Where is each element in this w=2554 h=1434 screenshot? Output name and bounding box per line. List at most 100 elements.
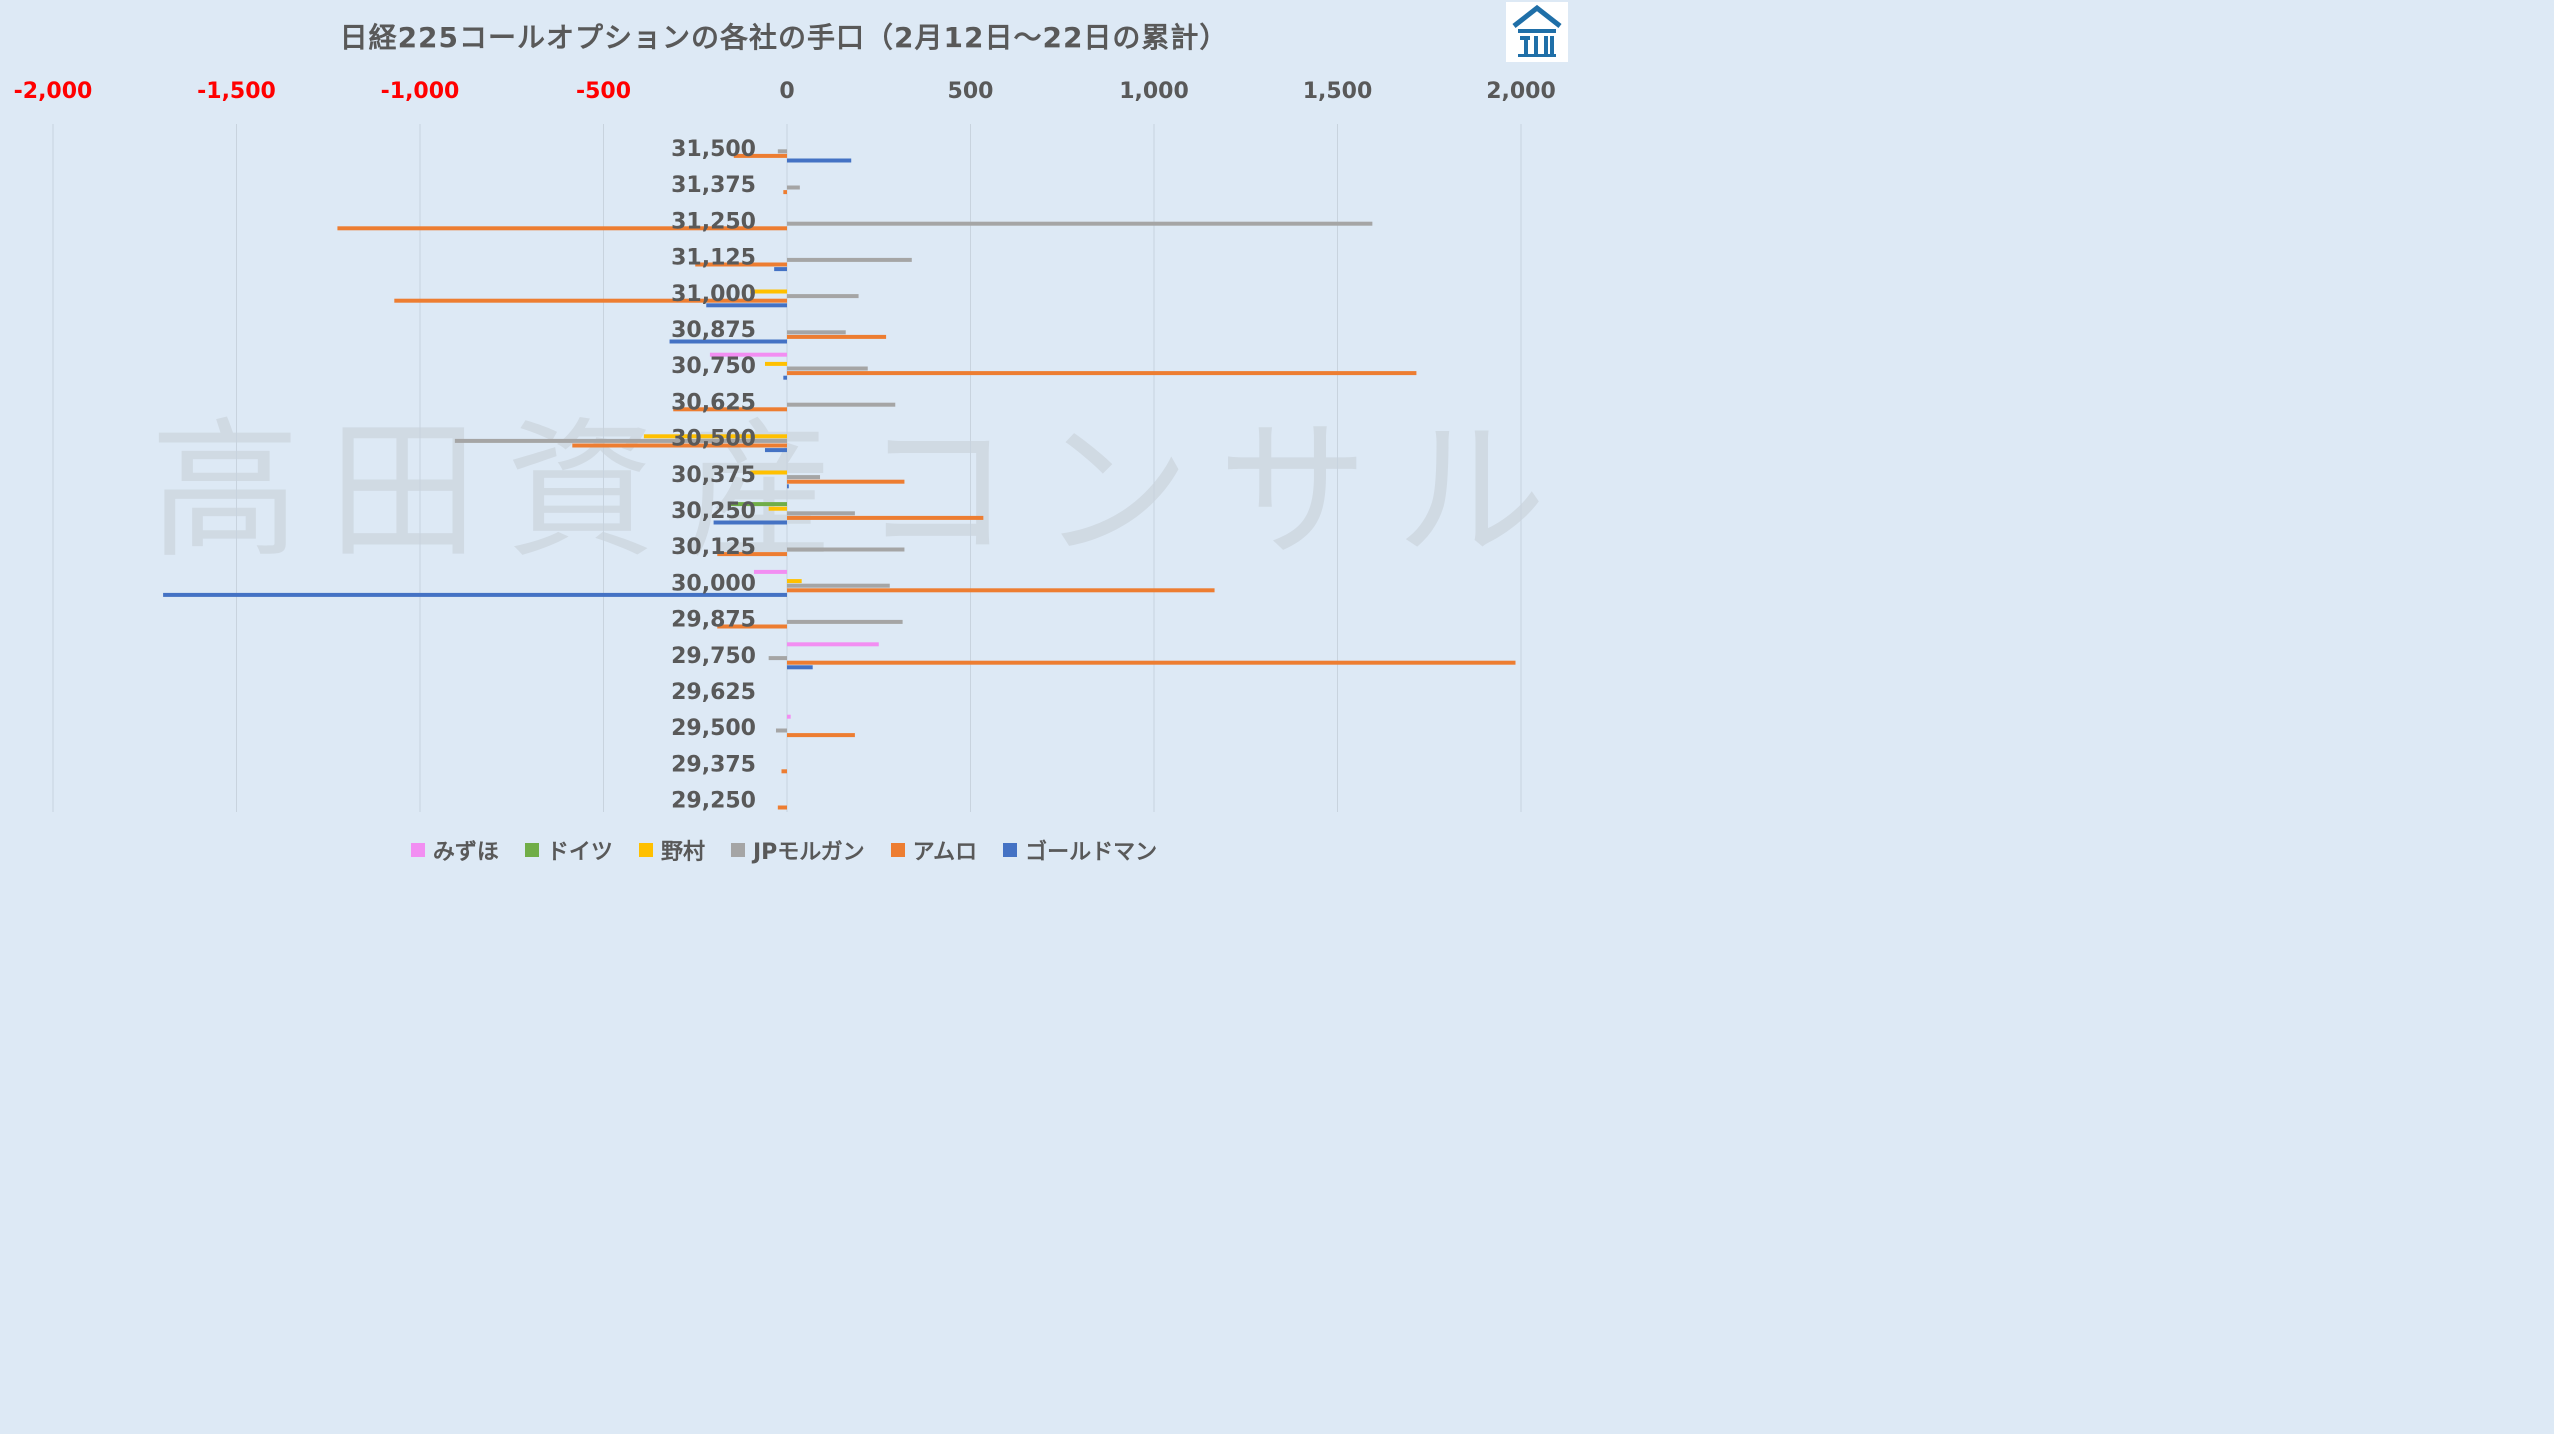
y-axis-ticks: 31,500 31,375 31,250 31,125 31,000 30,875 30,7… xyxy=(671,137,756,814)
gridlines xyxy=(52,124,1522,812)
legend-swatch xyxy=(410,843,425,857)
bar xyxy=(454,438,787,443)
y-tick-label: 31,250 xyxy=(671,209,756,234)
bar xyxy=(764,361,787,366)
bar xyxy=(673,407,787,412)
bar xyxy=(768,656,787,661)
bar xyxy=(750,470,787,475)
legend-swatch xyxy=(1003,843,1018,857)
bar xyxy=(163,592,788,597)
bar xyxy=(787,579,802,584)
bar xyxy=(337,226,787,231)
bar xyxy=(783,375,787,380)
bar xyxy=(787,371,1417,376)
legend-item: みずほ xyxy=(410,834,499,866)
bar xyxy=(787,334,887,339)
legend-label: 野村 xyxy=(660,840,705,865)
y-tick-label: 29,625 xyxy=(671,680,756,705)
bar xyxy=(750,289,787,294)
legend-item: JPモルガン xyxy=(730,834,865,866)
chart-root: 高田資産コンサル 日経225コールオプションの各社の手口（2月12日〜22日の累… xyxy=(0,0,1568,880)
bar xyxy=(777,149,787,154)
bar xyxy=(717,624,787,629)
bar xyxy=(768,506,787,511)
bar xyxy=(787,257,912,262)
bar xyxy=(787,547,905,552)
bars xyxy=(163,149,1516,810)
bar xyxy=(783,190,787,195)
chart-title: 日経225コールオプションの各社の手口（2月12日〜22日の累計） xyxy=(339,21,1229,54)
legend-swatch xyxy=(730,843,745,857)
x-axis-ticks: -2,000 -1,500 -1,000 -500 0 500 1,000 1,500 2,00… xyxy=(14,79,1556,104)
y-tick-label: 29,750 xyxy=(671,644,756,669)
bar xyxy=(717,552,787,557)
bar xyxy=(706,303,787,308)
bar xyxy=(787,733,855,738)
bar xyxy=(787,588,1215,593)
bar xyxy=(787,484,789,489)
y-tick-label: 31,125 xyxy=(671,246,756,271)
bar xyxy=(787,158,852,163)
bar xyxy=(787,402,896,407)
legend-label: ゴールドマン xyxy=(1025,840,1158,865)
legend-label: みずほ xyxy=(432,840,499,865)
y-tick-label: 31,375 xyxy=(671,173,756,198)
logo-icon xyxy=(1506,2,1568,62)
bar xyxy=(394,298,787,303)
legend-swatch xyxy=(638,843,653,857)
y-tick-label: 29,375 xyxy=(671,752,756,777)
bar xyxy=(774,267,787,272)
x-tick-label: -1,500 xyxy=(197,79,276,104)
bar xyxy=(709,352,787,357)
bar xyxy=(787,185,800,190)
x-tick-label: -500 xyxy=(576,79,631,104)
bar xyxy=(775,728,787,733)
bar xyxy=(787,221,1373,226)
y-tick-label: 31,000 xyxy=(671,282,756,307)
bar xyxy=(787,660,1516,665)
x-tick-label: 2,000 xyxy=(1486,79,1556,104)
bar xyxy=(787,619,903,624)
bar-chart: -2,000 -1,500 -1,000 -500 0 500 1,000 1,500 2,00… xyxy=(14,79,1556,814)
y-tick-label: 30,875 xyxy=(671,318,756,343)
y-tick-label: 30,000 xyxy=(671,571,756,596)
y-tick-label: 31,500 xyxy=(671,137,756,162)
y-tick-label: 29,250 xyxy=(671,789,756,814)
bar xyxy=(781,769,787,774)
legend-label: アムロ xyxy=(912,840,978,865)
x-tick-label: 0 xyxy=(779,79,794,104)
legend-label: JPモルガン xyxy=(752,840,865,865)
bar xyxy=(730,502,787,507)
x-tick-label: 1,000 xyxy=(1119,79,1189,104)
legend: みずほ ドイツ 野村 JPモルガン アムロ ゴールドマン xyxy=(0,834,1568,866)
bar xyxy=(787,642,879,647)
bar xyxy=(787,511,855,516)
bar xyxy=(787,479,905,484)
bar xyxy=(695,262,787,267)
y-tick-label: 29,875 xyxy=(671,608,756,633)
x-tick-label: 1,500 xyxy=(1303,79,1373,104)
x-tick-label: 500 xyxy=(948,79,994,104)
y-tick-label: 30,250 xyxy=(671,499,756,524)
x-tick-label: -2,000 xyxy=(14,79,93,104)
y-tick-label: 30,125 xyxy=(671,535,756,560)
bar xyxy=(733,153,787,158)
y-tick-label: 30,625 xyxy=(671,390,756,415)
legend-item: ゴールドマン xyxy=(1003,834,1157,866)
bar xyxy=(669,339,787,344)
bar xyxy=(787,583,890,588)
bar xyxy=(787,714,791,719)
bar xyxy=(787,294,859,299)
bar xyxy=(787,366,868,371)
bar xyxy=(764,448,787,453)
bar xyxy=(787,475,821,480)
bar xyxy=(572,443,787,448)
legend-label: ドイツ xyxy=(546,840,613,865)
y-tick-label: 30,375 xyxy=(671,463,756,488)
legend-swatch xyxy=(524,843,539,857)
bar xyxy=(643,434,787,439)
y-tick-label: 29,500 xyxy=(671,716,756,741)
legend-item: ドイツ xyxy=(524,834,613,866)
legend-item: アムロ xyxy=(890,834,978,866)
bar xyxy=(787,330,846,335)
